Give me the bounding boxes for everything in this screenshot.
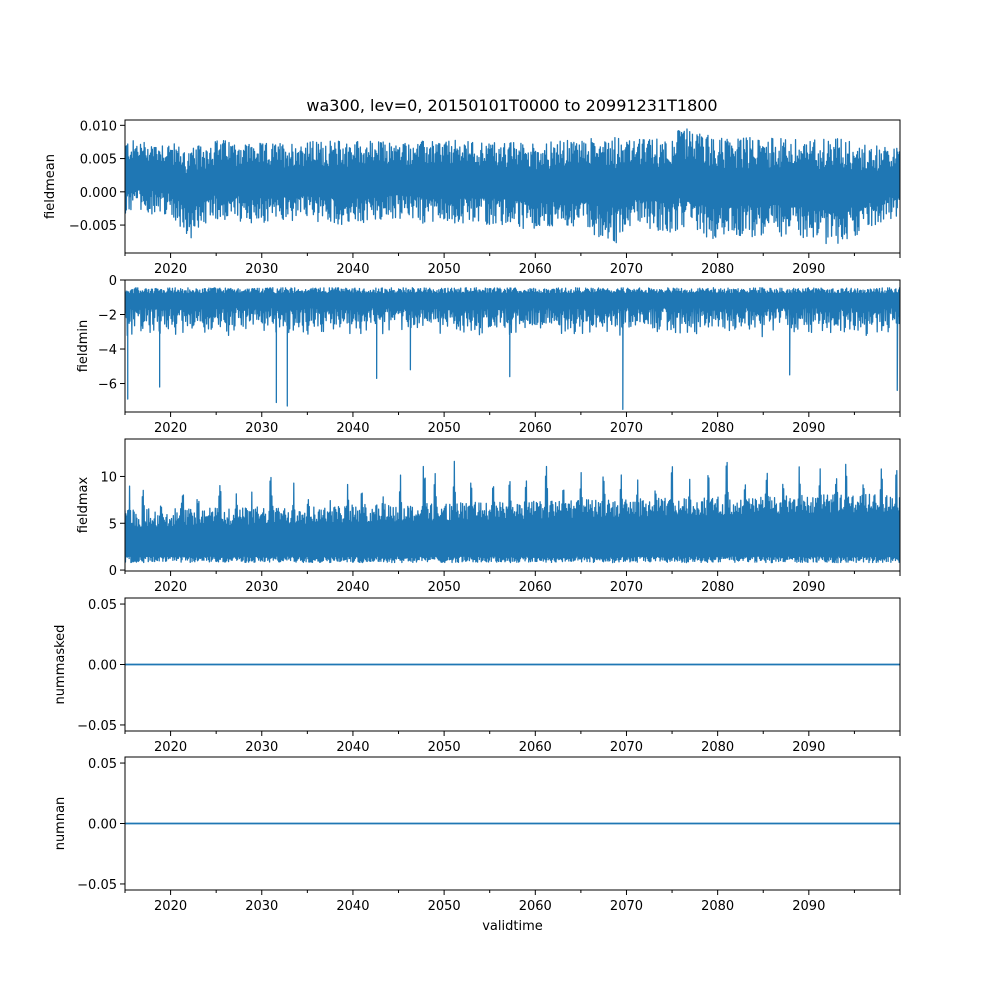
fieldmin-line xyxy=(125,287,900,411)
y-tick-label: 10 xyxy=(100,470,117,485)
x-tick-label: 2080 xyxy=(701,262,734,277)
x-tick-label: 2050 xyxy=(428,899,461,914)
y-tick-label: −4 xyxy=(98,343,117,358)
y-tick-label: 0.000 xyxy=(80,186,117,201)
numnan-ylabel: numnan xyxy=(53,797,68,851)
subplot-fieldmean: 2020 2030 2040 2050 2060 2070 2080 2090 −0.005 0.… xyxy=(43,119,901,277)
x-tick-label: 2080 xyxy=(701,421,734,436)
y-tick-label: 0.00 xyxy=(88,818,117,833)
axes-frame xyxy=(124,438,901,572)
x-tick-label: 2070 xyxy=(610,899,643,914)
x-tick-label: 2060 xyxy=(519,740,552,755)
y-tick-label: −2 xyxy=(98,309,117,324)
nummasked-ylabel: nummasked xyxy=(53,625,68,705)
x-tick-label: 2060 xyxy=(519,421,552,436)
x-tick-label: 2020 xyxy=(154,740,187,755)
fieldmin-ylabel: fieldmin xyxy=(76,320,91,373)
x-tick-label: 2040 xyxy=(336,740,369,755)
y-tick-label: 0 xyxy=(109,564,117,579)
x-tick-label: 2050 xyxy=(428,262,461,277)
x-tick-label: 2060 xyxy=(519,262,552,277)
y-tick-label: 0.00 xyxy=(88,659,117,674)
axes-frame xyxy=(124,119,901,254)
y-tick-label: 0 xyxy=(109,274,117,289)
x-tick-label: 2060 xyxy=(519,580,552,595)
x-tick-label: 2030 xyxy=(245,421,278,436)
subplot-fieldmin: 2020 2030 2040 2050 2060 2070 2080 2090 −6 −4 −2 0 f… xyxy=(76,274,901,436)
x-tick-label: 2060 xyxy=(519,899,552,914)
x-tick-label: 2070 xyxy=(610,421,643,436)
x-tick-label: 2080 xyxy=(701,899,734,914)
x-tick-label: 2080 xyxy=(701,580,734,595)
x-tick-label: 2050 xyxy=(428,421,461,436)
x-tick-label: 2090 xyxy=(792,899,825,914)
x-tick-label: 2030 xyxy=(245,899,278,914)
y-tick-label: −0.05 xyxy=(77,719,117,734)
x-tick-label: 2030 xyxy=(245,740,278,755)
subplot-nummasked: 2020 2030 2040 2050 2060 2070 2080 2090 −0.05 0.0… xyxy=(53,597,901,755)
x-tick-label: 2070 xyxy=(610,740,643,755)
y-tick-label: −0.05 xyxy=(77,878,117,893)
x-tick-label: 2030 xyxy=(245,262,278,277)
x-tick-label: 2020 xyxy=(154,580,187,595)
x-tick-label: 2020 xyxy=(154,899,187,914)
fieldmax-ylabel: fieldmax xyxy=(76,477,91,534)
y-tick-label: 0.010 xyxy=(80,119,117,134)
x-tick-label: 2080 xyxy=(701,740,734,755)
x-axis-label: validtime xyxy=(482,919,543,934)
x-tick-label: 2040 xyxy=(336,580,369,595)
chart-title: wa300, lev=0, 20150101T0000 to 20991231T… xyxy=(306,96,717,115)
fieldmean-line xyxy=(125,128,900,245)
y-tick-label: −0.005 xyxy=(69,219,117,234)
x-tick-label: 2050 xyxy=(428,580,461,595)
fieldmean-ylabel: fieldmean xyxy=(43,154,58,219)
x-tick-label: 2040 xyxy=(336,899,369,914)
y-tick-label: 5 xyxy=(109,517,117,532)
y-tick-label: 0.005 xyxy=(80,153,117,168)
x-tick-label: 2090 xyxy=(792,262,825,277)
x-tick-label: 2030 xyxy=(245,580,278,595)
x-tick-label: 2040 xyxy=(336,421,369,436)
x-tick-label: 2090 xyxy=(792,421,825,436)
x-tick-label: 2020 xyxy=(154,421,187,436)
x-tick-label: 2070 xyxy=(610,262,643,277)
y-tick-label: 0.05 xyxy=(88,757,117,772)
x-tick-label: 2070 xyxy=(610,580,643,595)
x-tick-label: 2090 xyxy=(792,740,825,755)
x-tick-label: 2020 xyxy=(154,262,187,277)
y-tick-label: −6 xyxy=(98,378,117,393)
fieldmax-line xyxy=(125,460,900,564)
subplot-fieldmax: 2020 2030 2040 2050 2060 2070 2080 2090 0 5 10 fiel… xyxy=(76,438,901,595)
axes-frame xyxy=(124,279,901,413)
y-tick-label: 0.05 xyxy=(88,598,117,613)
x-tick-label: 2050 xyxy=(428,740,461,755)
subplot-numnan: 2020 2030 2040 2050 2060 2070 2080 2090 −0.05 0.0… xyxy=(53,756,901,934)
x-tick-label: 2040 xyxy=(336,262,369,277)
x-tick-label: 2090 xyxy=(792,580,825,595)
